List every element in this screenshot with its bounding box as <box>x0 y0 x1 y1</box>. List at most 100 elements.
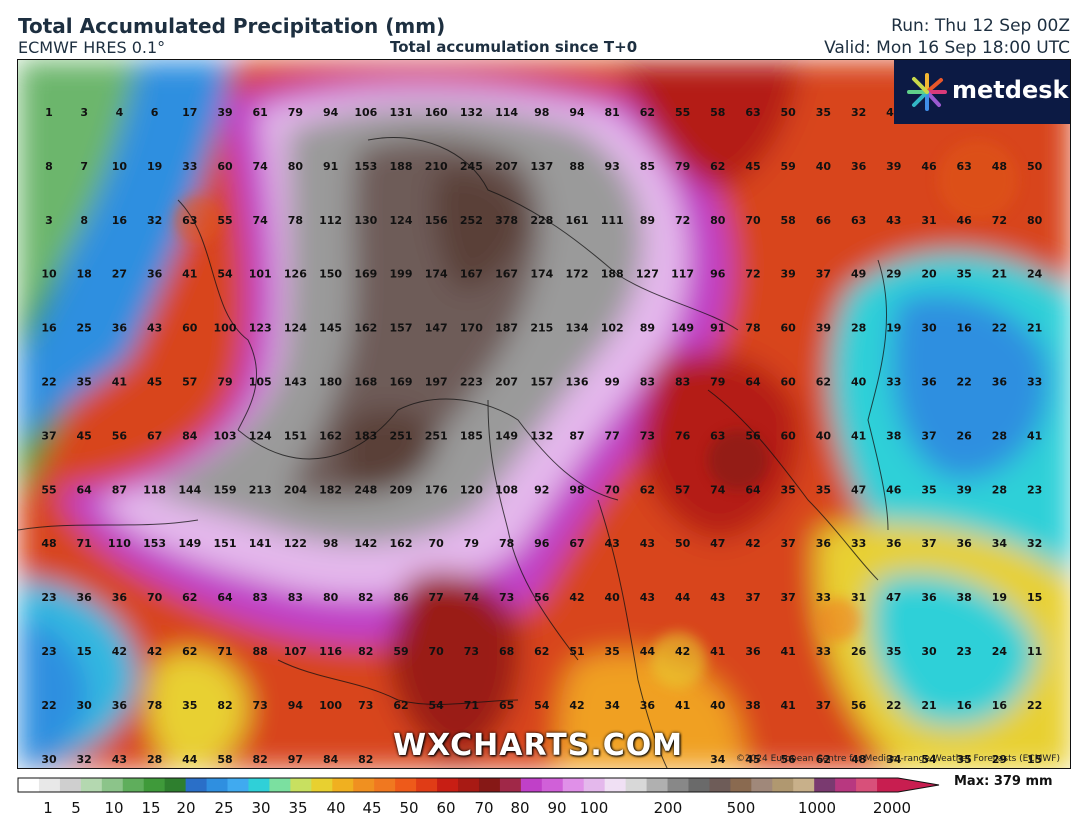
grid-value: 46 <box>886 483 902 496</box>
grid-value: 23 <box>41 591 56 604</box>
grid-value: 84 <box>323 753 339 766</box>
grid-value: 28 <box>851 322 866 335</box>
colorbar-extend-arrow <box>898 778 939 792</box>
grid-value: 21 <box>921 699 936 712</box>
grid-value: 4 <box>116 106 124 119</box>
grid-value: 70 <box>147 591 163 604</box>
grid-value: 149 <box>178 537 201 550</box>
grid-value: 24 <box>992 645 1008 658</box>
subtitle: Total accumulation since T+0 <box>390 38 638 56</box>
grid-value: 34 <box>992 537 1008 550</box>
valid-label: Valid: Mon 16 Sep 18:00 UTC <box>824 38 1070 58</box>
grid-value: 39 <box>217 106 232 119</box>
colorbar-swatch <box>730 778 752 792</box>
colorbar-swatch <box>227 778 249 792</box>
grid-value: 62 <box>393 699 408 712</box>
grid-value: 16 <box>957 322 973 335</box>
grid-value: 64 <box>745 376 761 389</box>
colorbar-swatch <box>59 778 82 792</box>
grid-value: 3 <box>80 106 88 119</box>
grid-value: 126 <box>284 268 307 281</box>
grid-value: 71 <box>464 699 479 712</box>
grid-value: 62 <box>640 106 655 119</box>
grid-value: 64 <box>745 483 761 496</box>
grid-value: 35 <box>957 268 972 281</box>
grid-value: 157 <box>390 322 413 335</box>
grid-value: 157 <box>530 376 553 389</box>
grid-value: 82 <box>358 645 373 658</box>
colorbar-tick-label: 200 <box>653 799 683 817</box>
colorbar-tick-label: 90 <box>547 799 567 817</box>
grid-value: 98 <box>323 537 338 550</box>
grid-value: 57 <box>675 483 690 496</box>
grid-value: 168 <box>354 376 377 389</box>
grid-value: 33 <box>182 160 197 173</box>
grid-value: 60 <box>781 429 797 442</box>
grid-value: 39 <box>957 483 972 496</box>
metdesk-logo: metdesk <box>894 60 1070 124</box>
colorbar-tick-label: 45 <box>362 799 382 817</box>
grid-value: 35 <box>182 699 197 712</box>
grid-value: 71 <box>77 537 92 550</box>
grid-value: 34 <box>710 753 726 766</box>
grid-value: 116 <box>319 645 342 658</box>
grid-value: 37 <box>781 591 796 604</box>
grid-value: 210 <box>425 160 448 173</box>
grid-value: 83 <box>253 591 268 604</box>
grid-value: 40 <box>605 591 621 604</box>
grid-value: 30 <box>77 699 93 712</box>
grid-value: 137 <box>530 160 553 173</box>
grid-value: 36 <box>992 376 1008 389</box>
grid-value: 37 <box>41 429 56 442</box>
colorbar-swatch <box>353 778 375 792</box>
colorbar-tick-label: 80 <box>510 799 530 817</box>
grid-value: 42 <box>745 537 760 550</box>
grid-value: 82 <box>253 753 268 766</box>
grid-value: 72 <box>992 214 1007 227</box>
grid-value: 43 <box>605 537 620 550</box>
grid-value: 21 <box>1027 322 1042 335</box>
grid-value: 187 <box>495 322 518 335</box>
grid-value: 68 <box>499 645 514 658</box>
grid-value: 56 <box>745 429 761 442</box>
colorbar-swatch <box>667 778 689 792</box>
grid-value: 20 <box>921 268 937 281</box>
grid-value: 150 <box>319 268 342 281</box>
grid-value: 64 <box>77 483 93 496</box>
grid-value: 8 <box>45 160 53 173</box>
grid-value: 15 <box>77 645 92 658</box>
colorbar-swatch <box>80 778 103 792</box>
grid-value: 78 <box>745 322 760 335</box>
colorbar-swatch <box>562 778 585 792</box>
grid-value: 44 <box>675 591 691 604</box>
colorbar-tick-label: 70 <box>474 799 494 817</box>
grid-value: 29 <box>992 753 1007 766</box>
grid-value: 7 <box>80 160 88 173</box>
value-labels: 1 3 4 6 17 39 61 79 94 106 131 160 132 114 98 94 81 62 55 5… <box>41 106 1042 766</box>
grid-value: 71 <box>217 645 232 658</box>
grid-value: 98 <box>534 106 549 119</box>
colorbar-swatch <box>772 778 794 792</box>
colorbar-frame <box>17 777 940 793</box>
grid-value: 35 <box>781 483 796 496</box>
grid-value: 197 <box>425 376 448 389</box>
grid-value: 21 <box>992 268 1007 281</box>
grid-value: 42 <box>675 645 690 658</box>
grid-value: 149 <box>671 322 694 335</box>
grid-value: 62 <box>534 645 549 658</box>
grid-value: 37 <box>816 699 831 712</box>
grid-value: 19 <box>992 591 1007 604</box>
grid-value: 34 <box>605 699 621 712</box>
grid-value: 72 <box>675 214 690 227</box>
grid-value: 56 <box>112 429 128 442</box>
colorbar-tick-label: 25 <box>214 799 234 817</box>
grid-value: 100 <box>319 699 342 712</box>
grid-value: 62 <box>816 753 831 766</box>
grid-value: 100 <box>214 322 237 335</box>
grid-value: 156 <box>425 214 448 227</box>
grid-value: 83 <box>288 591 303 604</box>
grid-value: 35 <box>816 483 831 496</box>
grid-value: 144 <box>178 483 201 496</box>
grid-value: 188 <box>390 160 413 173</box>
grid-value: 63 <box>182 214 197 227</box>
